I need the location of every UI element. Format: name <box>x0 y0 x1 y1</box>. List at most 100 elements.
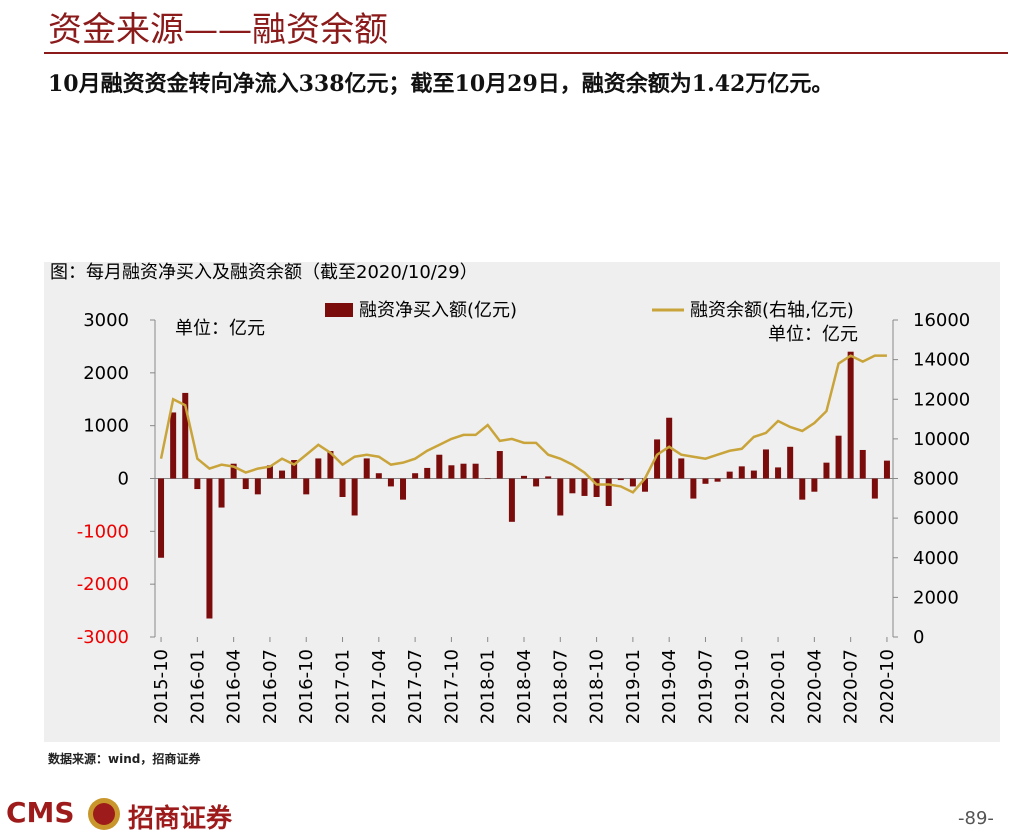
logo: CMS <box>6 796 75 829</box>
bar <box>738 466 745 479</box>
bar <box>859 449 866 479</box>
x-tick-label: 2017-10 <box>441 649 462 724</box>
y2-tick-label: 10000 <box>913 429 970 450</box>
bar <box>775 467 782 479</box>
bar <box>412 473 419 479</box>
bar <box>327 451 334 479</box>
bar <box>339 478 346 497</box>
bar <box>629 478 636 487</box>
legend-label: 融资净买入额(亿元) <box>359 300 517 321</box>
bar <box>593 478 600 497</box>
bar <box>363 458 370 479</box>
bar <box>654 439 661 479</box>
bar <box>400 478 407 500</box>
bar <box>242 478 249 490</box>
bar <box>702 478 709 484</box>
y2-tick-label: 2000 <box>913 587 959 608</box>
bar <box>448 465 455 479</box>
y-tick-label: -1000 <box>77 521 129 542</box>
bar <box>617 478 624 481</box>
bar <box>279 470 286 479</box>
bar <box>170 412 177 479</box>
bar <box>714 478 721 482</box>
bar <box>883 460 890 479</box>
bar <box>351 478 358 516</box>
x-tick-label: 2020-10 <box>877 649 898 724</box>
bar <box>533 478 540 487</box>
chart-background <box>44 262 1000 742</box>
bar <box>158 478 165 558</box>
x-tick-label: 2018-01 <box>478 649 499 724</box>
bar <box>835 435 842 479</box>
bar <box>823 462 830 479</box>
bar <box>521 475 527 479</box>
x-tick-label: 2019-01 <box>623 649 644 724</box>
subtitle: 10月融资资金转向净流入338亿元；截至10月29日，融资余额为1.42万亿元。 <box>48 71 834 97</box>
logo-icon <box>88 798 120 830</box>
bar <box>545 476 552 479</box>
y2-tick-label: 0 <box>913 627 924 648</box>
unit-label: 单位：亿元 <box>768 324 858 345</box>
bar <box>799 478 806 500</box>
y2-tick-label: 6000 <box>913 508 959 529</box>
bar <box>436 454 443 479</box>
x-tick-label: 2016-04 <box>224 649 245 724</box>
source: 数据来源：wind，招商证券 <box>48 752 201 766</box>
bar <box>194 478 201 490</box>
y-tick-label: 3000 <box>83 310 129 331</box>
bar <box>315 458 322 479</box>
page-number: -89- <box>958 808 994 829</box>
x-tick-label: 2016-10 <box>296 649 317 724</box>
x-tick-label: 2017-04 <box>369 649 390 724</box>
x-tick-label: 2020-07 <box>841 649 862 724</box>
bar <box>605 478 612 506</box>
legend-label: 融资余额(右轴,亿元) <box>690 300 854 321</box>
x-tick-label: 2019-04 <box>659 649 680 724</box>
y2-tick-label: 8000 <box>913 469 959 490</box>
bar <box>641 478 648 492</box>
y-tick-label: -2000 <box>77 574 129 595</box>
bar <box>375 473 382 479</box>
bar <box>266 465 273 479</box>
bar <box>508 478 515 522</box>
logo-text: 招商证券 <box>128 804 233 834</box>
y2-tick-label: 14000 <box>913 350 970 371</box>
bar <box>484 478 491 480</box>
y2-tick-label: 12000 <box>913 389 970 410</box>
bar <box>182 392 189 479</box>
bar <box>569 478 576 494</box>
bar <box>387 478 394 487</box>
bar <box>690 478 697 499</box>
chart-title: 图：每月融资净买入及融资余额（截至2020/10/29） <box>50 262 478 283</box>
bar <box>726 471 733 479</box>
y-tick-label: -3000 <box>77 627 129 648</box>
bar <box>472 463 479 479</box>
bar <box>291 460 298 479</box>
bar <box>871 478 878 499</box>
bar <box>218 478 225 508</box>
x-tick-label: 2018-07 <box>550 649 571 724</box>
x-tick-label: 2020-01 <box>768 649 789 724</box>
x-tick-label: 2019-10 <box>732 649 753 724</box>
bar <box>230 463 237 479</box>
bar <box>762 449 769 479</box>
bar <box>303 478 310 495</box>
bar <box>811 478 818 492</box>
x-tick-label: 2019-07 <box>695 649 716 724</box>
bar <box>787 446 794 479</box>
y-tick-label: 1000 <box>83 416 129 437</box>
legend-swatch <box>325 303 353 317</box>
bar <box>206 478 213 619</box>
bar <box>254 478 261 495</box>
y-tick-label: 0 <box>118 469 129 490</box>
balance-line <box>159 354 887 494</box>
x-tick-label: 2016-01 <box>187 649 208 724</box>
y2-tick-label: 4000 <box>913 548 959 569</box>
y-tick-label: 2000 <box>83 363 129 384</box>
bar <box>424 467 431 479</box>
slide-title: 资金来源——融资余额 <box>48 10 388 50</box>
bar <box>557 478 564 516</box>
unit-label: 单位：亿元 <box>175 318 265 339</box>
bar <box>847 351 854 479</box>
